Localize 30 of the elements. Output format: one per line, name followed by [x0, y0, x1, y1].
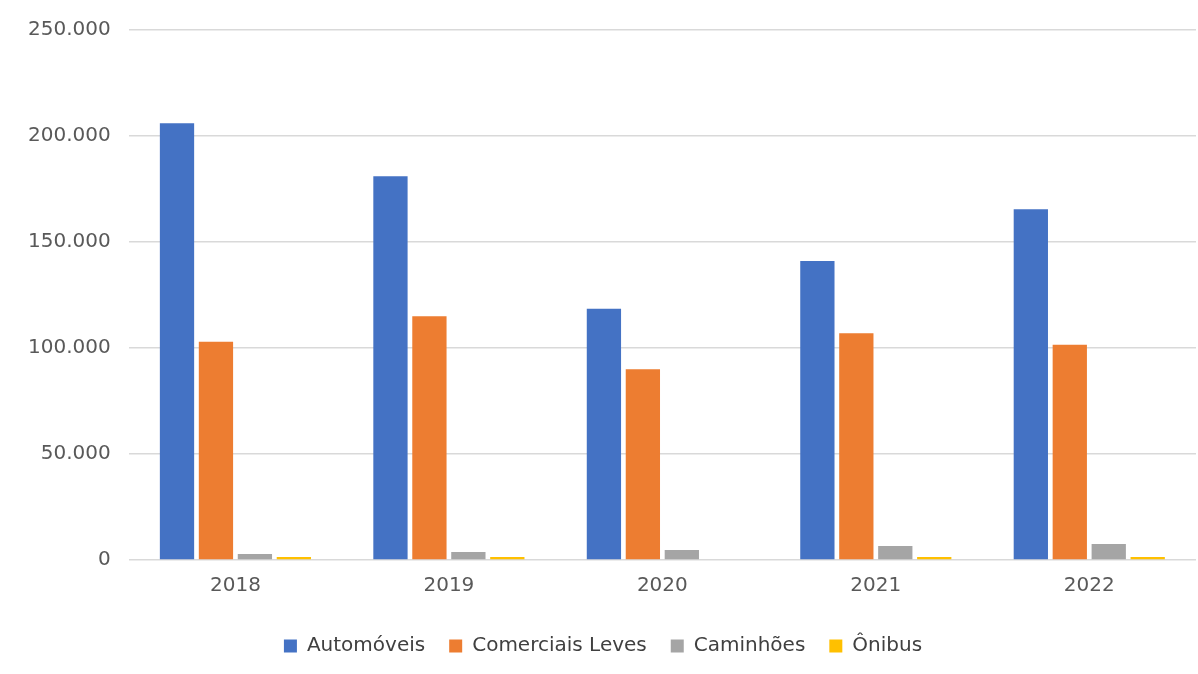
bar	[1091, 544, 1126, 560]
x-tick-label: 2020	[636, 572, 688, 597]
bar	[625, 369, 661, 560]
bar	[451, 551, 486, 560]
bar	[412, 316, 447, 560]
bar	[1052, 344, 1087, 560]
x-tick-label: 2021	[850, 572, 902, 597]
bar	[237, 554, 273, 560]
bar	[878, 546, 913, 560]
x-tick-label: 2018	[209, 572, 261, 597]
legend-label: Caminhões	[693, 632, 806, 657]
bar	[586, 308, 622, 560]
y-tick-label: 100.000	[27, 334, 111, 359]
x-tick-label: 2019	[423, 572, 475, 597]
legend-label: Ônibus	[852, 632, 923, 657]
y-tick-label: 150.000	[27, 228, 111, 253]
bar	[839, 333, 874, 560]
legend-label: Comerciais Leves	[472, 632, 647, 657]
bar	[664, 550, 699, 560]
x-tick-label: 2022	[1063, 572, 1115, 597]
bar	[800, 261, 835, 560]
bar	[198, 341, 234, 560]
bar	[1013, 209, 1048, 560]
legend-label: Automóveis	[306, 632, 426, 657]
y-tick-label: 50.000	[40, 440, 111, 465]
y-tick-label: 200.000	[27, 122, 111, 147]
y-tick-label: 250.000	[27, 16, 111, 41]
bar	[159, 123, 195, 560]
y-tick-label: 0	[97, 546, 111, 571]
bar	[373, 176, 408, 560]
